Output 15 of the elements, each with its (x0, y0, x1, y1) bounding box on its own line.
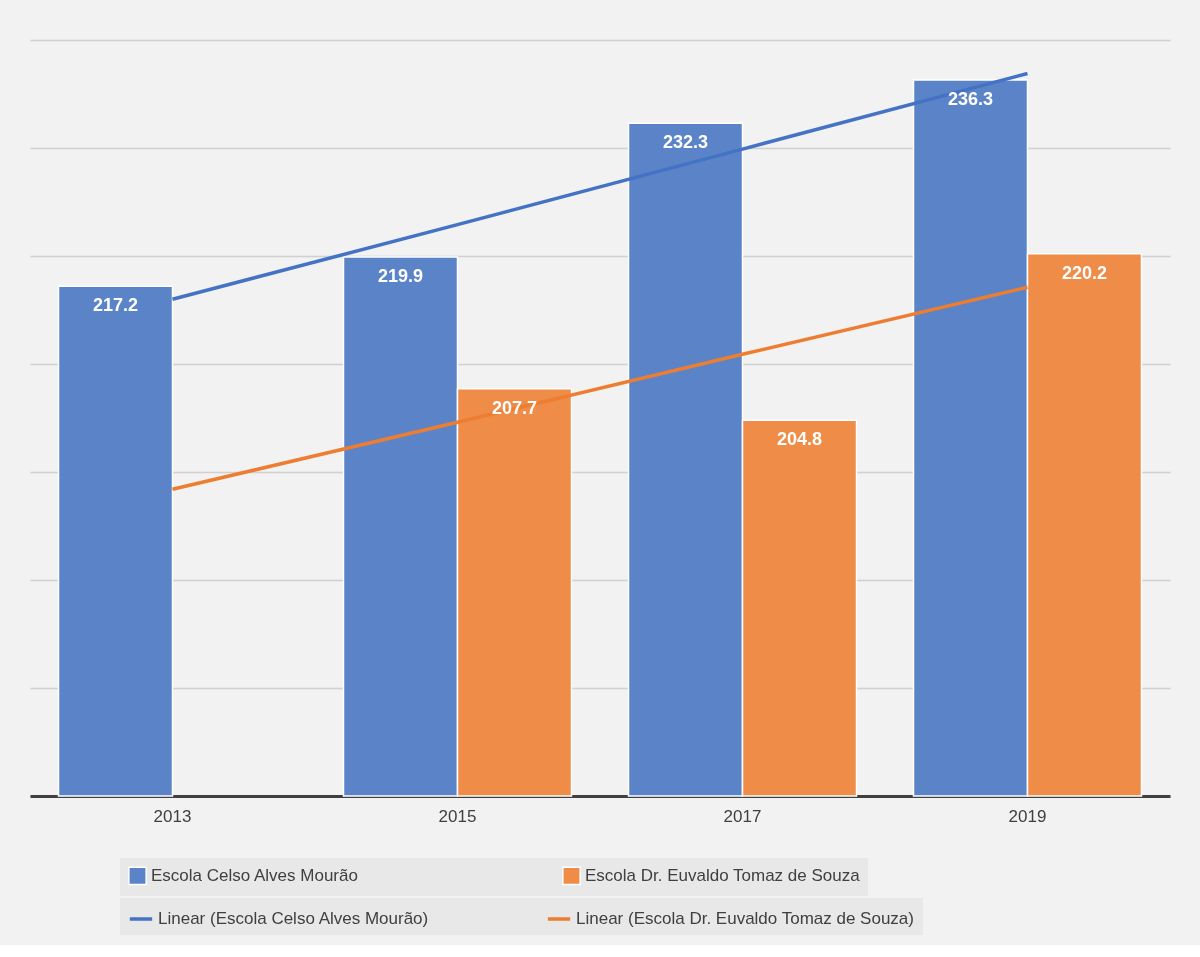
data-label: 219.9 (377, 266, 424, 287)
x-tick-label: 2019 (1008, 806, 1047, 826)
x-tick-label: 2015 (438, 806, 477, 826)
legend-label: Linear (Escola Celso Alves Mourão) (158, 909, 429, 928)
legend-label: Escola Celso Alves Mourão (151, 865, 358, 885)
data-label: 220.2 (1061, 262, 1108, 283)
data-label: 207.7 (491, 397, 538, 418)
x-tick-label: 2013 (153, 806, 192, 826)
x-tick-label: 2017 (723, 806, 762, 826)
legend-label: Escola Dr. Euvaldo Tomaz de Souza (585, 865, 861, 885)
legend-label: Linear (Escola Dr. Euvaldo Tomaz de Souza) (576, 909, 914, 928)
data-label: 217.2 (92, 295, 139, 316)
data-label: 204.8 (776, 429, 823, 450)
data-label: 236.3 (947, 88, 994, 109)
data-label: 232.3 (662, 132, 709, 153)
